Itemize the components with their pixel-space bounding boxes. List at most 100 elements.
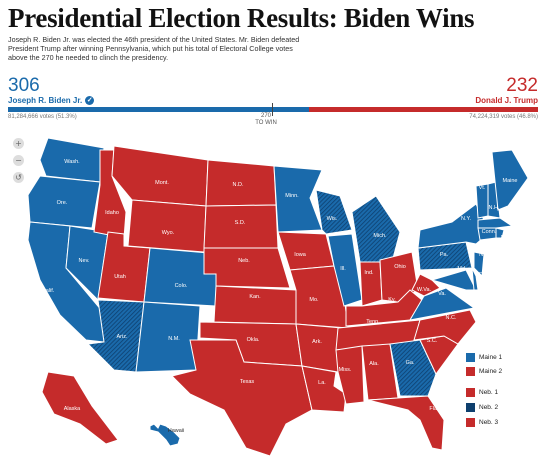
- legend-label: Maine 2: [479, 368, 503, 375]
- state-label-va: Va.: [438, 291, 446, 297]
- legend-label: Neb. 1: [479, 389, 499, 396]
- state-sd[interactable]: [203, 204, 279, 249]
- dem-bar-fill: [8, 107, 310, 112]
- state-label-ri: R.I.: [501, 235, 510, 241]
- dem-candidate: Joseph R. Biden Jr. ✓: [8, 96, 95, 105]
- dem-candidate-name: Joseph R. Biden Jr.: [8, 96, 83, 105]
- state-label-okla: Okla.: [247, 337, 260, 343]
- state-label-fla: Fla.: [429, 406, 439, 412]
- legend-label: Neb. 2: [479, 404, 499, 411]
- dem-popular-vote: 81,284,666 votes (51.3%): [8, 114, 77, 120]
- state-label-miss: Miss.: [339, 367, 352, 373]
- check-icon: ✓: [85, 96, 95, 105]
- state-nj[interactable]: [473, 251, 485, 278]
- state-maine[interactable]: [491, 149, 529, 211]
- dem-electoral-votes: 306: [8, 75, 40, 96]
- state-label-nd: N.D.: [233, 182, 244, 188]
- state-label-mont: Mont.: [155, 180, 169, 186]
- state-label-hawaii: Hawaii: [168, 428, 185, 434]
- state-neb[interactable]: [203, 247, 291, 289]
- reset-icon[interactable]: ↺: [13, 172, 24, 183]
- state-miss[interactable]: [335, 345, 365, 405]
- page-subtitle: Joseph R. Biden Jr. was elected the 46th…: [8, 35, 300, 62]
- legend-item: Neb. 3: [466, 418, 498, 427]
- state-label-ariz: Ariz.: [117, 334, 128, 340]
- legend-label: Maine 1: [479, 354, 503, 361]
- state-fla[interactable]: [367, 395, 445, 451]
- state-label-nc: N.C.: [446, 315, 457, 321]
- legend-item: Neb. 2: [466, 403, 498, 412]
- threshold-text: TO WIN: [255, 120, 277, 126]
- state-label-mich: Mich.: [373, 233, 387, 239]
- state-label-wyo: Wyo.: [162, 230, 175, 236]
- state-label-nm: N.M.: [168, 336, 180, 342]
- state-label-la: La.: [318, 380, 326, 386]
- state-alaska[interactable]: [41, 371, 119, 445]
- state-ri[interactable]: [495, 227, 505, 239]
- state-label-mass: Mass.: [503, 216, 518, 222]
- threshold-marker: [272, 103, 273, 116]
- state-ky[interactable]: [345, 289, 423, 327]
- state-wva[interactable]: [411, 273, 441, 297]
- state-mont[interactable]: [111, 145, 209, 207]
- state-label-nh: N.H.: [489, 205, 500, 211]
- state-label-ark: Ark.: [312, 339, 322, 345]
- state-label-nev: Nev.: [79, 258, 90, 264]
- state-wis[interactable]: [315, 189, 353, 235]
- state-ill[interactable]: [327, 233, 363, 307]
- legend-swatch: [466, 403, 475, 412]
- state-label-neb: Neb.: [238, 258, 250, 264]
- page-title: Presidential Election Results: Biden Win…: [8, 3, 475, 33]
- state-label-texas: Texas: [240, 379, 255, 385]
- state-label-ind: Ind.: [364, 270, 374, 276]
- legend-label: Neb. 3: [479, 419, 499, 426]
- state-label-vt: Vt.: [479, 185, 486, 191]
- state-label-calif: Calif.: [42, 288, 55, 294]
- state-label-wis: Wis.: [327, 216, 338, 222]
- state-mich[interactable]: [351, 195, 401, 263]
- state-label-colo: Colo.: [175, 283, 188, 289]
- zoom-in-icon[interactable]: +: [13, 138, 24, 149]
- state-ind[interactable]: [359, 261, 383, 307]
- state-minn[interactable]: [273, 165, 323, 233]
- state-del[interactable]: [471, 267, 479, 291]
- state-wyo[interactable]: [127, 199, 207, 253]
- state-label-utah: Utah: [114, 274, 126, 280]
- state-label-ga: Ga.: [406, 360, 415, 366]
- state-kan[interactable]: [213, 285, 297, 325]
- legend-item: Maine 1: [466, 353, 502, 362]
- state-label-sd: S.D.: [235, 220, 246, 226]
- legend-swatch: [466, 418, 475, 427]
- rep-candidate-name: Donald J. Trump: [475, 96, 538, 105]
- zoom-out-icon[interactable]: −: [13, 155, 24, 166]
- state-label-wash: Wash.: [64, 159, 80, 165]
- state-label-iowa: Iowa: [294, 252, 307, 258]
- state-label-sc: S.C.: [427, 338, 438, 344]
- state-label-minn: Minn.: [285, 193, 299, 199]
- state-label-nj: N.J.: [479, 252, 489, 258]
- legend-swatch: [466, 388, 475, 397]
- rep-electoral-votes: 232: [506, 75, 538, 96]
- state-mass[interactable]: [477, 217, 514, 229]
- state-iowa[interactable]: [277, 231, 335, 271]
- state-label-ala: Ala.: [369, 361, 379, 367]
- threshold-label: 270 TO WIN: [254, 113, 278, 127]
- state-label-ore: Ore.: [57, 200, 68, 206]
- threshold-value: 270: [260, 113, 271, 119]
- state-label-conn: Conn.: [482, 229, 497, 235]
- legend-item: Neb. 1: [466, 388, 498, 397]
- state-nc[interactable]: [413, 309, 477, 345]
- legend-item: Maine 2: [466, 367, 502, 376]
- state-ga[interactable]: [389, 339, 437, 397]
- state-va[interactable]: [409, 287, 476, 321]
- state-label-ohio: Ohio: [394, 264, 406, 270]
- state-label-mo: Mo.: [309, 297, 319, 303]
- legend-swatch: [466, 353, 475, 362]
- state-label-ny: N.Y.: [461, 216, 471, 222]
- state-texas[interactable]: [171, 339, 313, 457]
- state-ark[interactable]: [295, 323, 343, 373]
- state-hawaii[interactable]: [149, 423, 181, 447]
- legend-swatch: [466, 367, 475, 376]
- state-label-idaho: Idaho: [105, 210, 119, 216]
